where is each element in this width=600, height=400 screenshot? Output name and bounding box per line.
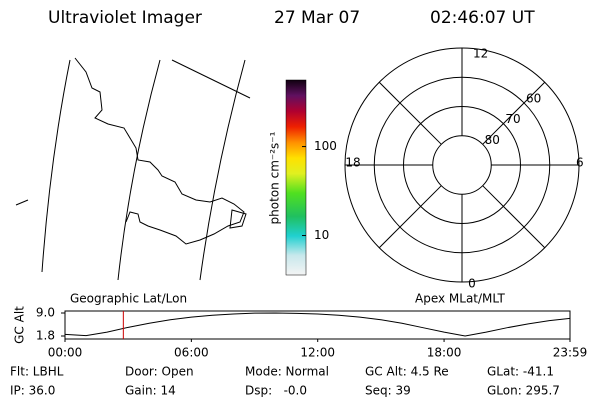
time: 02:46:07 UT: [430, 8, 535, 28]
status-field: GC Alt: 4.5 Re: [365, 365, 449, 379]
x-tick-label: 06:00: [174, 346, 209, 360]
status-field: GLat: -41.1: [487, 365, 554, 379]
map-label: Geographic Lat/Lon: [70, 292, 187, 306]
colorbar-tick-label: 10: [314, 228, 329, 242]
polar-label: Apex MLat/MLT: [415, 292, 505, 306]
x-tick-label: 12:00: [300, 346, 335, 360]
title: Ultraviolet Imager: [48, 8, 202, 28]
x-tick-label: 23:59: [553, 346, 588, 360]
mlt-label: 0: [468, 277, 476, 291]
y-tick-label: 9.0: [36, 306, 55, 320]
x-tick-label: 18:00: [427, 346, 462, 360]
status-field: Mode: Normal: [245, 365, 329, 379]
mlt-label: 18: [345, 156, 360, 170]
lat-ring-label: 70: [505, 112, 520, 126]
mlt-label: 6: [576, 156, 584, 170]
status-field: IP: 36.0: [10, 384, 55, 398]
mlt-label: 12: [473, 47, 488, 61]
status-field: Flt: LBHL: [10, 365, 64, 379]
colorbar-label: photon cm⁻²s⁻¹: [268, 131, 282, 224]
status-field: Gain: 14: [125, 384, 176, 398]
status-field: Dsp: -0.0: [245, 384, 307, 398]
mlt-spoke: [378, 81, 442, 145]
colorbar-tick-label: 100: [314, 139, 337, 153]
gc-alt-line: [64, 312, 571, 337]
date: 27 Mar 07: [274, 8, 360, 28]
mlt-spoke: [482, 185, 546, 249]
x-tick-label: 00:00: [48, 346, 83, 360]
lat-ring: [432, 135, 492, 195]
colorbar: [285, 79, 307, 276]
map: [15, 57, 251, 281]
lat-ring-label: 60: [526, 91, 541, 105]
mlt-spoke: [482, 81, 546, 145]
status-field: Door: Open: [125, 365, 194, 379]
mlt-spoke: [378, 185, 442, 249]
status-field: GLon: 295.7: [487, 384, 560, 398]
y-axis-label: GC Alt: [13, 306, 27, 344]
status-field: Seq: 39: [365, 384, 411, 398]
y-tick-label: 1.8: [36, 329, 55, 343]
lat-ring-label: 80: [485, 133, 500, 147]
